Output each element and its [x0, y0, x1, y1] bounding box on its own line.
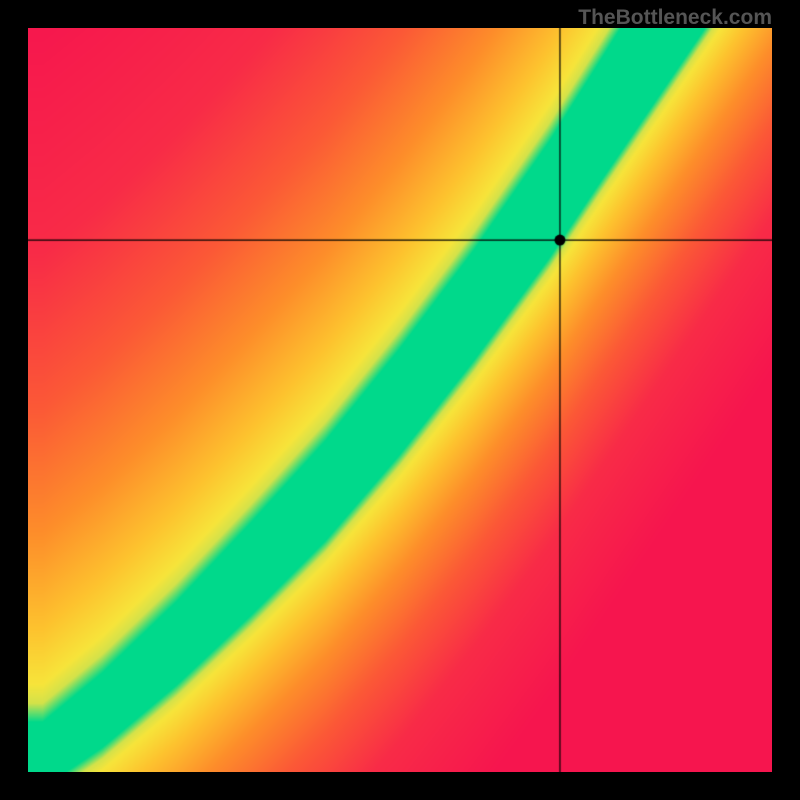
- watermark-text: TheBottleneck.com: [578, 6, 772, 30]
- heatmap-canvas: [28, 28, 772, 772]
- bottleneck-heatmap: [28, 28, 772, 772]
